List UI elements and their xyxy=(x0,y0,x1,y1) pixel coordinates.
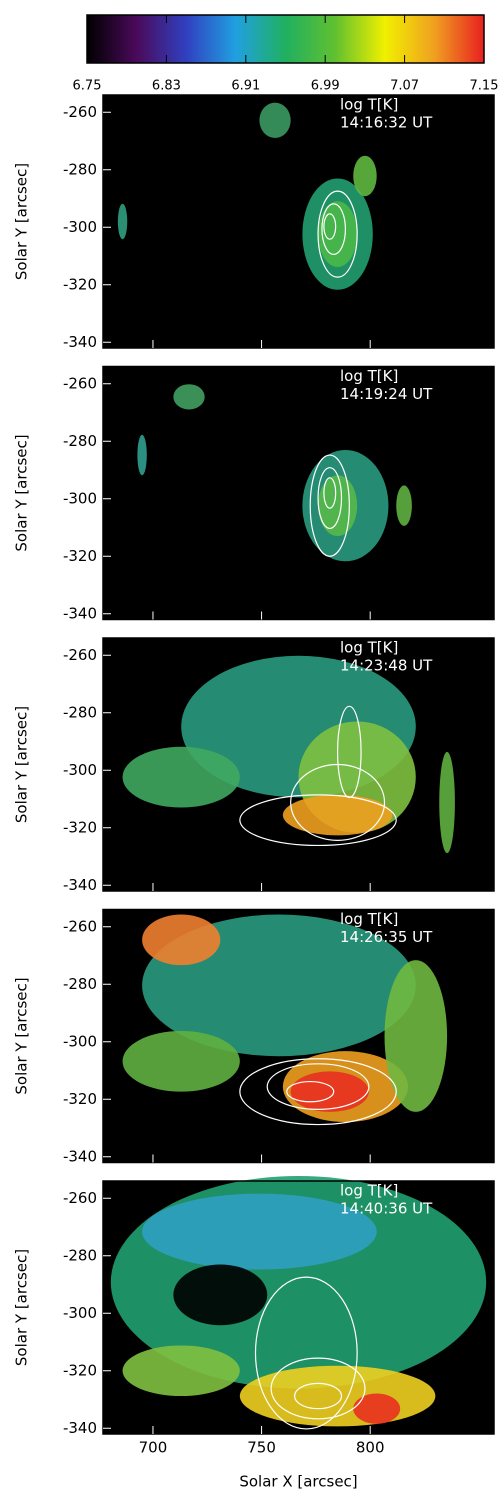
y-tick-label: -300 xyxy=(63,489,97,507)
colorbar-tick-label: 6.91 xyxy=(231,79,260,94)
contour xyxy=(323,477,337,509)
contour xyxy=(266,1063,370,1110)
emission-region xyxy=(282,794,393,836)
y-tick-label: -340 xyxy=(63,604,97,622)
y-tick-label: -320 xyxy=(63,1090,97,1108)
axes-frame xyxy=(102,1180,495,1435)
emission-region xyxy=(318,475,358,537)
y-axis-label: Solar Y [arcsec] xyxy=(13,1249,31,1366)
y-tick-label: -280 xyxy=(63,432,97,450)
panel-time: 14:23:48 UT xyxy=(340,657,433,675)
y-tick-label: -320 xyxy=(63,818,97,836)
y-tick-label: -280 xyxy=(63,160,97,178)
x-tick-label: 800 xyxy=(356,1439,385,1457)
contour xyxy=(293,1382,343,1410)
y-tick-label: -300 xyxy=(63,1304,97,1322)
panel-label: log T[K] xyxy=(340,1182,398,1200)
axes-frame xyxy=(102,637,495,892)
emission-region xyxy=(173,384,205,410)
emission-region xyxy=(122,1345,240,1397)
panel-label: log T[K] xyxy=(340,639,398,657)
panel-label: log T[K] xyxy=(340,367,398,385)
y-tick-label: -340 xyxy=(63,1147,97,1165)
y-tick-label: -340 xyxy=(63,333,97,351)
temperature-map xyxy=(122,914,448,1126)
temperature-map xyxy=(110,1175,487,1430)
colorbar-tick-label: 6.99 xyxy=(311,79,340,94)
emission-region xyxy=(259,102,291,139)
contour xyxy=(254,1276,358,1430)
y-tick-label: -280 xyxy=(63,703,97,721)
temperature-map xyxy=(122,655,455,854)
emission-region xyxy=(142,1193,377,1270)
emission-region xyxy=(384,960,448,1112)
emission-region xyxy=(239,1365,436,1427)
contour xyxy=(286,1080,335,1103)
y-tick-label: -260 xyxy=(63,103,97,121)
emission-region xyxy=(137,434,147,476)
contour xyxy=(336,705,362,798)
emission-region xyxy=(117,203,128,240)
contour xyxy=(317,190,358,278)
contour xyxy=(270,1357,366,1420)
colorbar-tick-label: 7.15 xyxy=(470,79,499,94)
axes-frame xyxy=(102,365,495,621)
panel-time: 14:26:35 UT xyxy=(340,928,433,946)
image-background xyxy=(103,366,494,620)
y-axis-label: Solar Y [arcsec] xyxy=(13,434,31,551)
y-tick-label: -300 xyxy=(63,761,97,779)
emission-region xyxy=(318,201,358,268)
y-tick-label: -340 xyxy=(63,1419,97,1437)
panel-time: 14:16:32 UT xyxy=(340,114,433,132)
emission-region xyxy=(290,1071,369,1112)
emission-region xyxy=(353,1393,401,1424)
contour xyxy=(321,203,347,255)
colorbar xyxy=(86,14,485,64)
panel-label: log T[K] xyxy=(340,910,398,928)
contour xyxy=(239,1058,397,1126)
panel-time: 14:19:24 UT xyxy=(340,385,433,403)
emission-region xyxy=(122,1030,240,1092)
y-tick-label: -320 xyxy=(63,275,97,293)
temperature-map xyxy=(117,102,377,290)
y-axis-label: Solar Y [arcsec] xyxy=(13,706,31,823)
y-tick-label: -280 xyxy=(63,1246,97,1264)
emission-region xyxy=(396,485,412,526)
emission-region xyxy=(142,914,221,966)
x-axis-label: Solar X [arcsec] xyxy=(239,1473,357,1491)
y-tick-label: -320 xyxy=(63,547,97,565)
contour xyxy=(317,467,343,530)
y-axis-label: Solar Y [arcsec] xyxy=(13,977,31,1094)
panel-time: 14:40:36 UT xyxy=(340,1200,433,1218)
y-tick-label: -340 xyxy=(63,876,97,894)
y-tick-label: -320 xyxy=(63,1361,97,1379)
colorbar-tick-label: 6.83 xyxy=(152,79,181,94)
image-background xyxy=(103,95,494,348)
colorbar-tick-label: 6.75 xyxy=(73,79,102,94)
colorbar-tick-label: 7.07 xyxy=(390,79,419,94)
axes-frame xyxy=(102,94,495,349)
y-tick-label: -300 xyxy=(63,218,97,236)
axes-frame xyxy=(102,908,495,1164)
contour xyxy=(309,454,350,557)
contour xyxy=(239,794,397,847)
panel-label: log T[K] xyxy=(340,96,398,114)
x-tick-label: 750 xyxy=(247,1439,276,1457)
y-tick-label: -260 xyxy=(63,374,97,392)
emission-region xyxy=(173,1264,268,1326)
y-tick-label: -260 xyxy=(63,917,97,935)
emission-region xyxy=(122,746,240,808)
y-tick-label: -260 xyxy=(63,646,97,664)
y-tick-label: -260 xyxy=(63,1189,97,1207)
temperature-map xyxy=(137,384,412,562)
y-tick-label: -280 xyxy=(63,975,97,993)
x-tick-label: 700 xyxy=(139,1439,168,1457)
y-axis-label: Solar Y [arcsec] xyxy=(13,163,31,280)
contour xyxy=(323,213,337,240)
y-tick-label: -300 xyxy=(63,1032,97,1050)
emission-region xyxy=(353,155,377,197)
emission-region xyxy=(439,751,455,854)
